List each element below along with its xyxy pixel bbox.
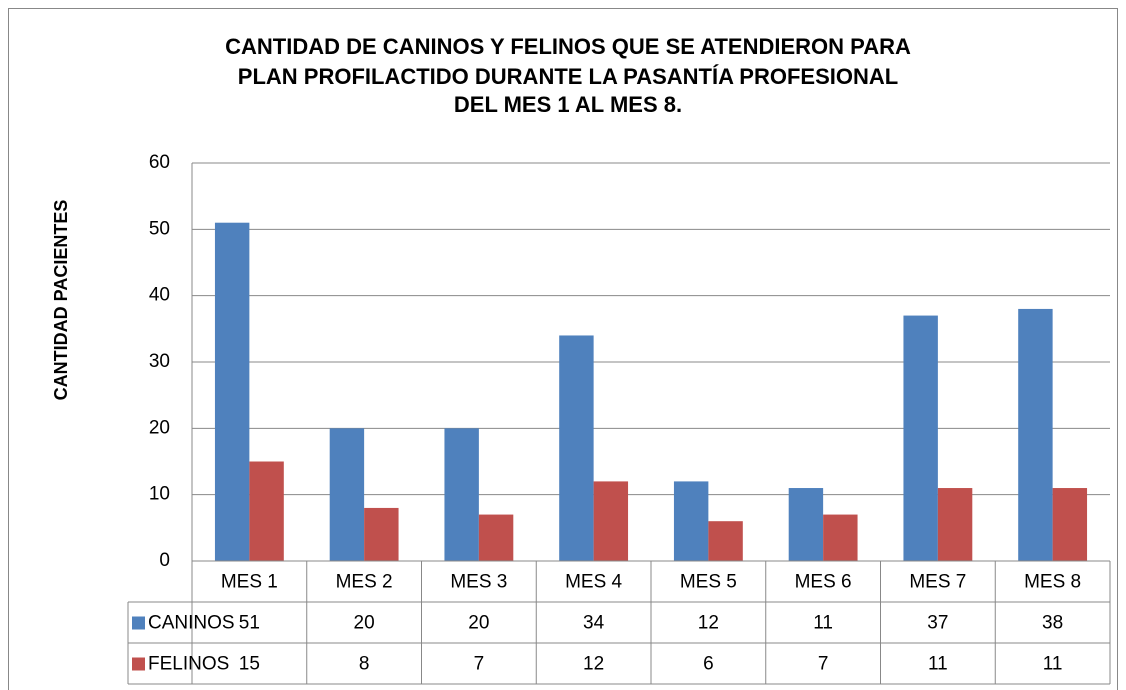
x-tick-label: MES 3 xyxy=(450,572,507,593)
bar xyxy=(1018,308,1053,561)
table-value: 11 xyxy=(813,613,833,634)
table-value: 11 xyxy=(928,654,948,675)
bar xyxy=(673,481,709,561)
table-value: 51 xyxy=(239,613,260,634)
table-value: 20 xyxy=(468,613,489,634)
legend-swatch xyxy=(132,616,145,630)
y-tick-label: 0 xyxy=(159,550,170,571)
y-tick-label: 60 xyxy=(149,152,170,173)
y-tick-label: 40 xyxy=(149,285,170,306)
bar xyxy=(559,335,594,561)
chart-title: DEL MES 1 AL MES 8. xyxy=(454,92,682,117)
bar xyxy=(937,488,973,561)
chart-title: CANTIDAD DE CANINOS Y FELINOS QUE SE ATE… xyxy=(225,34,911,59)
table-value: 37 xyxy=(927,613,948,634)
bar xyxy=(593,481,629,561)
table-value: 12 xyxy=(698,613,719,634)
bar xyxy=(249,461,284,561)
x-tick-label: MES 2 xyxy=(336,572,393,593)
table-value: 6 xyxy=(703,654,714,675)
legend-label: FELINOS xyxy=(148,654,229,675)
bar xyxy=(1052,488,1088,561)
bar xyxy=(823,514,858,561)
table-value: 34 xyxy=(583,613,605,634)
table-value: 20 xyxy=(354,613,375,634)
table-value: 8 xyxy=(359,654,370,675)
bar xyxy=(708,521,743,561)
table-value: 38 xyxy=(1042,613,1063,634)
y-tick-label: 10 xyxy=(149,484,170,505)
bar xyxy=(788,488,824,561)
bar xyxy=(214,222,250,561)
table-value: 12 xyxy=(583,654,604,675)
x-tick-label: MES 4 xyxy=(565,572,622,593)
x-tick-label: MES 7 xyxy=(909,572,966,593)
y-tick-label: 30 xyxy=(149,351,170,372)
y-axis-label: CANTIDAD PACIENTES xyxy=(51,200,71,401)
x-tick-label: MES 1 xyxy=(221,572,278,593)
y-tick-label: 20 xyxy=(149,417,170,438)
table-value: 7 xyxy=(818,654,829,675)
legend-swatch xyxy=(132,657,145,671)
chart-title: PLAN PROFILACTIDO DURANTE LA PASANTÍA PR… xyxy=(238,64,898,89)
bar xyxy=(364,507,399,561)
x-tick-label: MES 6 xyxy=(795,572,852,593)
legend-label: CANINOS xyxy=(148,613,235,634)
table-value: 11 xyxy=(1043,654,1063,675)
bar xyxy=(329,428,365,561)
bar xyxy=(478,514,514,561)
table-value: 15 xyxy=(239,654,260,675)
bar xyxy=(903,315,938,561)
y-tick-label: 50 xyxy=(149,218,170,239)
x-tick-label: MES 5 xyxy=(680,572,737,593)
bar xyxy=(444,428,479,561)
x-tick-label: MES 8 xyxy=(1024,572,1081,593)
table-value: 7 xyxy=(474,654,485,675)
